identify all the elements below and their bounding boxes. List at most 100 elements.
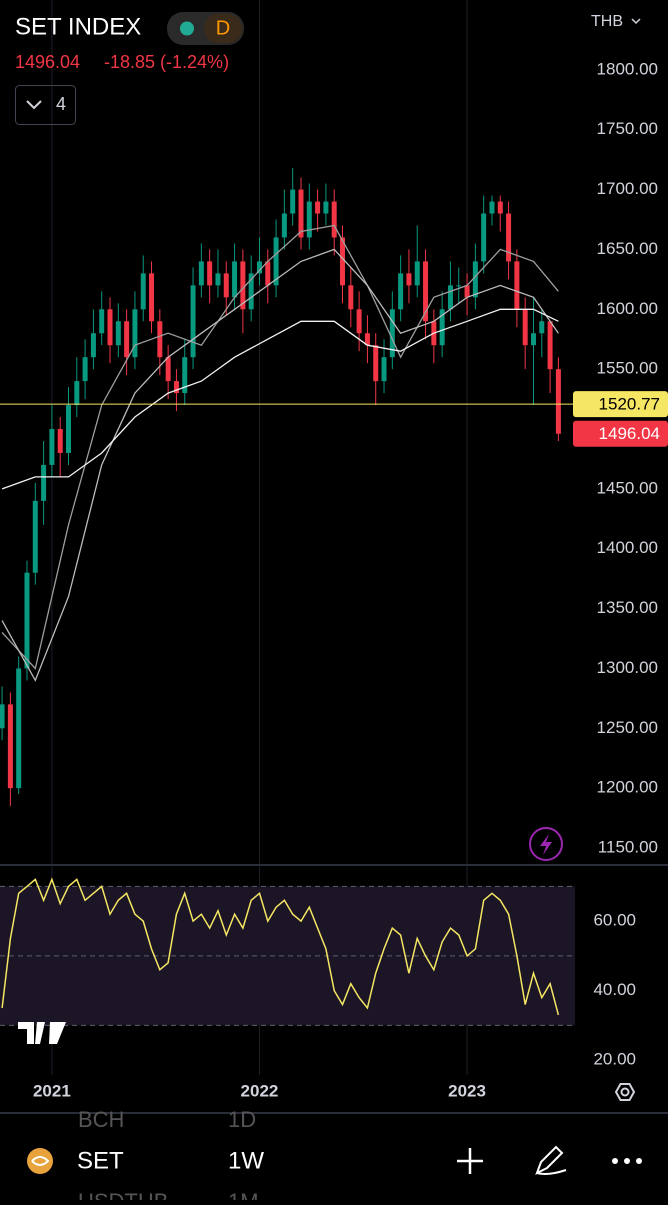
candle-body xyxy=(281,213,287,238)
y-tick-label: 1650.00 xyxy=(597,239,658,258)
candle-body xyxy=(99,309,105,334)
price-label: 1520.77 xyxy=(599,395,660,414)
y-tick-label: 1750.00 xyxy=(597,119,658,138)
y-tick-label: 1400.00 xyxy=(597,538,658,557)
candle-body xyxy=(315,201,321,214)
candle-body xyxy=(555,369,561,434)
candle-body xyxy=(265,261,271,286)
y-tick-label: 1450.00 xyxy=(597,478,658,497)
candle-body xyxy=(149,273,155,322)
candle-body xyxy=(74,381,80,406)
candle-body xyxy=(215,273,221,286)
candle-body xyxy=(41,464,47,501)
settings-icon[interactable] xyxy=(614,1083,636,1101)
candle-body xyxy=(207,261,213,286)
candle-body xyxy=(290,189,296,214)
candle-body xyxy=(381,357,387,382)
y-tick-label: 1600.00 xyxy=(597,299,658,318)
interval-badge-bg xyxy=(204,14,242,43)
add-button[interactable] xyxy=(457,1148,483,1174)
toolbar-interval[interactable]: 1W xyxy=(228,1147,264,1174)
candle-body xyxy=(481,213,487,262)
y-tick-label: 20.00 xyxy=(593,1050,636,1069)
indicator-count: 4 xyxy=(56,94,66,114)
indicators-toggle[interactable] xyxy=(15,85,76,125)
y-tick-label: 1700.00 xyxy=(597,179,658,198)
symbol-logo-mark xyxy=(31,1156,50,1166)
candle-body xyxy=(447,285,453,310)
y-tick-label: 1300.00 xyxy=(597,658,658,677)
candle-body xyxy=(414,261,420,286)
candle-body xyxy=(306,201,312,238)
lightning-button[interactable] xyxy=(529,827,563,861)
more-dot xyxy=(612,1158,618,1164)
candle-body xyxy=(439,309,445,346)
currency-chevron xyxy=(631,18,641,25)
symbol-logo xyxy=(27,1148,53,1174)
candle-body xyxy=(0,704,5,729)
x-tick-label: 2021 xyxy=(33,1081,71,1100)
draw-button[interactable] xyxy=(535,1145,567,1176)
candle-body xyxy=(406,273,412,286)
candle-body xyxy=(132,309,138,358)
y-tick-label: 1150.00 xyxy=(598,838,658,857)
more-button[interactable] xyxy=(612,1158,642,1164)
y-tick-label: 1800.00 xyxy=(597,59,658,78)
y-tick-label: 1200.00 xyxy=(597,778,658,797)
moving-average xyxy=(1,224,559,670)
candle-body xyxy=(140,273,146,310)
candle-body xyxy=(57,429,63,453)
chevron-icon xyxy=(26,100,42,110)
candle-body xyxy=(456,285,462,287)
candle-body xyxy=(398,273,404,310)
more-dot xyxy=(624,1158,630,1164)
candle-body xyxy=(389,309,395,358)
lightning-icon xyxy=(540,834,552,855)
price-plot: 2021 2022 2023 1150.00 1200.00 1250.00 1300.00… xyxy=(0,0,658,1100)
candle-body xyxy=(340,237,346,286)
candle-body xyxy=(522,309,528,346)
candle-body xyxy=(32,500,38,573)
candle-body xyxy=(157,321,163,358)
candle-body xyxy=(90,333,96,358)
currency[interactable]: THB xyxy=(591,13,623,30)
candle-body xyxy=(256,261,262,274)
moving-average xyxy=(1,308,559,490)
candle-body xyxy=(323,201,329,214)
market-status-dot xyxy=(180,21,194,36)
toolbar xyxy=(0,1133,668,1188)
candle-body xyxy=(115,321,121,346)
candle-body xyxy=(530,333,536,346)
candle-body xyxy=(198,261,204,286)
ghost-interval: 1M xyxy=(228,1189,259,1200)
y-tick-label: 1350.00 xyxy=(597,598,658,617)
candle-body xyxy=(506,213,512,262)
candle-body xyxy=(273,237,279,286)
candle-body xyxy=(472,261,478,298)
candle-body xyxy=(497,201,503,214)
x-tick-label: 2022 xyxy=(241,1081,279,1100)
candle-body xyxy=(298,189,304,238)
candle-body xyxy=(190,285,196,358)
tradingview-logo xyxy=(18,1022,66,1044)
more-dot xyxy=(636,1158,642,1164)
settings-icon-core xyxy=(620,1087,630,1097)
candle-body xyxy=(16,668,22,789)
ghost-symbol: BCH xyxy=(78,1107,124,1132)
candle-body xyxy=(49,429,55,465)
candle-body xyxy=(373,345,379,382)
candle-body xyxy=(248,273,254,310)
x-tick-label: 2023 xyxy=(448,1081,486,1100)
candle-body xyxy=(364,333,370,346)
last-price: 1496.04 xyxy=(15,52,80,72)
price-label-box xyxy=(573,420,668,447)
candle-body xyxy=(514,261,520,310)
candle-body xyxy=(464,285,470,298)
price-label: 1496.04 xyxy=(599,424,660,443)
candle-body xyxy=(331,201,337,238)
toolbar-symbol[interactable]: SET xyxy=(77,1147,124,1174)
y-tick-label: 1550.00 xyxy=(597,359,658,378)
rsi-line xyxy=(1,877,560,1016)
candle-body xyxy=(124,321,130,358)
